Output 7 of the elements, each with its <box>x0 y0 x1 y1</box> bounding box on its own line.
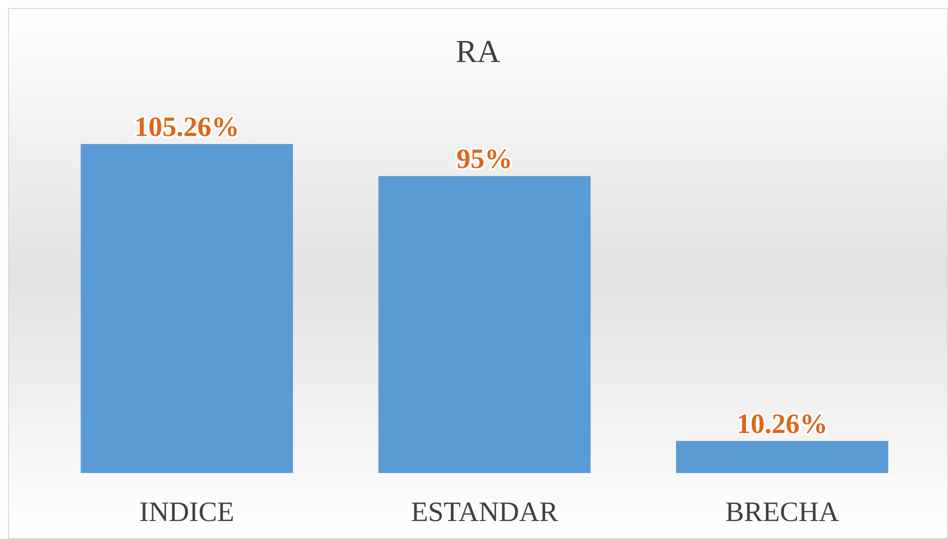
chart-title: RA <box>456 33 500 69</box>
data-label: 95% <box>456 144 512 176</box>
data-label: 10.26% <box>736 408 828 440</box>
x-tick-label: BRECHA <box>725 497 840 528</box>
data-label: 105.26% <box>134 112 240 143</box>
x-tick-label: INDICE <box>139 497 234 528</box>
x-tick-label: ESTANDAR <box>410 497 558 528</box>
